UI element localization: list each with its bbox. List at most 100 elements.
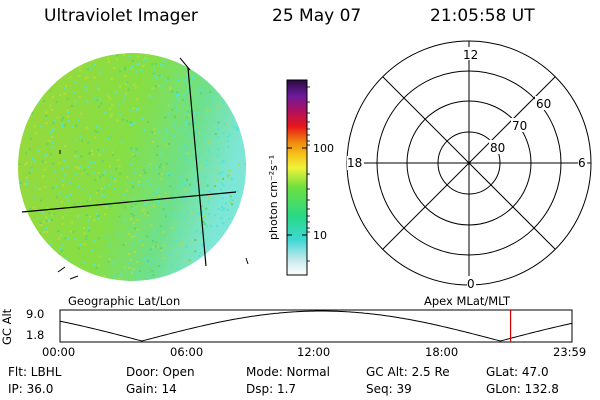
image-speckle <box>134 227 137 230</box>
image-speckle <box>230 276 233 279</box>
image-speckle <box>222 132 225 135</box>
image-speckle <box>225 123 228 126</box>
image-speckle <box>134 203 137 206</box>
image-speckle <box>136 98 139 101</box>
image-speckle <box>235 281 237 283</box>
image-speckle <box>197 212 200 215</box>
image-speckle <box>79 57 82 60</box>
image-speckle <box>210 101 213 104</box>
image-speckle <box>74 150 77 153</box>
image-speckle <box>79 244 82 246</box>
image-speckle <box>100 102 103 105</box>
image-speckle <box>78 96 81 98</box>
image-speckle <box>217 121 220 124</box>
image-speckle <box>67 111 69 114</box>
image-speckle <box>79 54 82 57</box>
image-speckle <box>26 71 29 74</box>
mlt-label-18: 18 <box>347 156 362 170</box>
image-speckle <box>245 157 246 160</box>
colorbar-tick-10: 10 <box>313 229 327 242</box>
image-speckle <box>227 281 229 283</box>
image-speckle <box>75 124 78 127</box>
image-speckle <box>230 203 233 206</box>
image-speckle <box>199 64 202 67</box>
image-speckle <box>151 87 154 90</box>
image-speckle <box>131 123 134 126</box>
image-speckle <box>52 122 55 125</box>
image-speckle <box>62 216 64 219</box>
uv-image-disk <box>18 53 250 284</box>
image-speckle <box>109 115 112 118</box>
image-speckle <box>154 245 157 248</box>
image-speckle <box>81 173 84 176</box>
image-speckle <box>59 234 62 237</box>
image-speckle <box>152 205 155 207</box>
image-speckle <box>169 254 172 256</box>
image-speckle <box>109 97 112 100</box>
image-speckle <box>162 244 165 247</box>
image-speckle <box>55 196 58 198</box>
image-speckle <box>102 149 104 151</box>
image-speckle <box>144 202 147 205</box>
image-speckle <box>119 85 122 88</box>
image-speckle <box>134 86 137 89</box>
image-speckle <box>248 127 250 129</box>
image-speckle <box>160 173 163 175</box>
image-speckle <box>188 259 191 262</box>
image-speckle <box>147 120 150 123</box>
image-speckle <box>60 119 63 121</box>
image-speckle <box>61 274 64 277</box>
mlt-label-12: 12 <box>463 48 478 62</box>
image-speckle <box>179 229 182 232</box>
image-speckle <box>137 107 140 110</box>
image-speckle <box>86 76 89 79</box>
image-speckle <box>45 247 48 250</box>
image-speckle <box>62 61 65 64</box>
image-speckle <box>95 267 98 269</box>
image-speckle <box>184 182 187 185</box>
image-speckle <box>121 119 124 122</box>
gain-info: Gain: 14 <box>126 382 177 396</box>
image-speckle <box>215 178 218 181</box>
image-speckle <box>51 108 53 111</box>
image-speckle <box>245 162 246 165</box>
image-speckle <box>144 171 147 174</box>
image-speckle <box>47 220 50 223</box>
image-speckle <box>88 277 90 280</box>
image-speckle <box>240 258 243 261</box>
image-speckle <box>180 176 182 179</box>
image-speckle <box>233 115 236 118</box>
image-speckle <box>164 192 167 195</box>
image-speckle <box>91 59 94 62</box>
image-speckle <box>232 222 235 225</box>
image-speckle <box>207 72 210 74</box>
image-speckle <box>197 265 200 268</box>
image-speckle <box>241 111 244 114</box>
image-speckle <box>124 242 127 245</box>
image-speckle <box>193 184 196 187</box>
image-speckle <box>79 165 82 168</box>
image-speckle <box>107 260 110 263</box>
image-speckle <box>74 64 77 67</box>
image-speckle <box>158 282 160 284</box>
image-speckle <box>165 79 167 82</box>
image-speckle <box>243 251 246 253</box>
image-speckle <box>147 260 150 262</box>
image-speckle <box>226 176 229 179</box>
image-speckle <box>20 240 23 243</box>
image-speckle <box>37 260 40 263</box>
image-speckle <box>33 196 36 199</box>
image-speckle <box>63 160 66 162</box>
image-speckle <box>130 213 133 215</box>
image-speckle <box>157 187 160 190</box>
image-speckle <box>74 238 77 241</box>
image-speckle <box>18 165 20 168</box>
image-speckle <box>50 136 53 139</box>
image-speckle <box>187 276 190 279</box>
image-speckle <box>44 186 47 189</box>
image-speckle <box>74 173 77 175</box>
image-speckle <box>64 237 67 240</box>
image-speckle <box>142 183 145 186</box>
image-speckle <box>62 184 65 187</box>
